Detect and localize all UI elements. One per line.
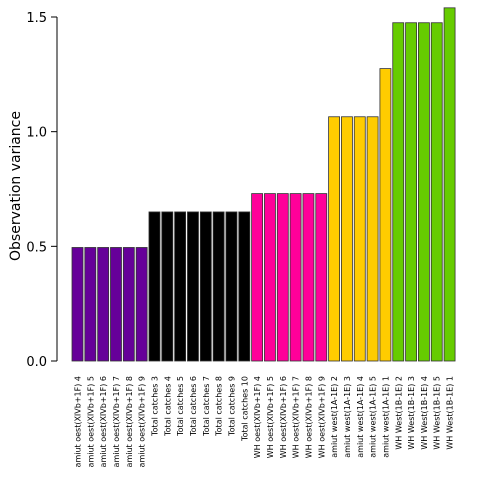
x-tick-label: WH oest(XIVb+1F) 4 [253, 376, 262, 458]
bar [135, 247, 148, 362]
x-tick-labels: amiut oest(XIVb+1F) 4 amiut oest(XIVb+1F)… [74, 376, 455, 467]
x-tick-label: Total catches 4 [163, 376, 172, 437]
x-tick-label: Total catches 5 [176, 376, 185, 437]
x-tick-label: Total catches 3 [150, 376, 159, 437]
bar [97, 247, 110, 362]
bar [264, 193, 276, 362]
bar [418, 22, 430, 362]
bar [405, 22, 417, 362]
x-tick-label: WH West(1B-1E) 5 [433, 376, 442, 450]
x-tick-label: Total catches 9 [227, 376, 236, 437]
y-tick-label: 0.0 [26, 355, 47, 370]
bar [148, 211, 161, 362]
bars-group [71, 7, 456, 362]
x-tick-label: amiut oest(XIVb+1F) 9 [138, 376, 147, 467]
bar [71, 247, 84, 362]
bar [84, 247, 97, 362]
x-tick-label: WH West(1B-1E) 3 [407, 376, 416, 450]
x-tick-label: Total catches 10 [240, 376, 249, 442]
bar [443, 7, 456, 362]
bar [341, 116, 353, 362]
bar [392, 22, 405, 362]
bar [430, 22, 443, 362]
bar [379, 68, 392, 362]
x-tick-label: WH oest(XIVb+1F) 7 [292, 376, 301, 458]
bar [302, 193, 315, 362]
bar [251, 193, 264, 362]
x-tick-label: Total catches 8 [215, 376, 224, 437]
bar [187, 211, 199, 362]
y-axis-label: Observation variance [8, 111, 24, 261]
x-tick-label: WH West(1B-1E) 4 [420, 376, 429, 450]
bar [238, 211, 251, 362]
x-tick-label: amiut west(1A-1E) 4 [356, 376, 365, 458]
bar [225, 211, 238, 362]
x-tick-label: amiut west(1A-1E) 1 [381, 376, 390, 458]
bar [122, 247, 135, 362]
bar [161, 211, 174, 362]
x-tick-label: WH oest(XIVb+1F) 9 [317, 376, 326, 458]
y-axis: 0.0 0.5 1.0 1.5 [26, 11, 58, 370]
y-tick-label: 0.5 [26, 240, 47, 255]
x-tick-label: WH West(1B-1E) 2 [394, 376, 403, 450]
x-tick-label: Total catches 6 [189, 376, 198, 437]
bar [199, 211, 212, 362]
bar [353, 116, 366, 362]
bar [328, 116, 341, 362]
x-tick-label: amiut west(1A-1E) 2 [330, 376, 339, 458]
x-tick-label: Total catches 7 [202, 376, 211, 437]
x-tick-label: WH West(1B-1E) 1 [446, 376, 455, 450]
x-tick-label: WH oest(XIVb+1F) 5 [266, 376, 275, 458]
bar [315, 193, 328, 362]
y-tick-label: 1.5 [26, 11, 47, 26]
y-tick-label: 1.0 [26, 126, 47, 141]
x-tick-label: amiut oest(XIVb+1F) 7 [112, 376, 121, 467]
x-tick-label: amiut oest(XIVb+1F) 8 [125, 376, 134, 467]
bar [110, 247, 122, 362]
bar [276, 193, 289, 362]
x-tick-label: amiut west(1A-1E) 3 [343, 376, 352, 458]
bar [174, 211, 187, 362]
x-tick-label: WH oest(XIVb+1F) 8 [304, 376, 313, 458]
x-tick-label: amiut oest(XIVb+1F) 6 [99, 376, 108, 467]
bar [366, 116, 379, 362]
x-tick-label: amiut oest(XIVb+1F) 4 [74, 376, 83, 467]
bar [289, 193, 302, 362]
x-tick-label: amiut west(1A-1E) 5 [369, 376, 378, 458]
bar [212, 211, 225, 362]
x-tick-label: amiut oest(XIVb+1F) 5 [86, 376, 95, 467]
x-tick-label: WH oest(XIVb+1F) 6 [279, 376, 288, 458]
